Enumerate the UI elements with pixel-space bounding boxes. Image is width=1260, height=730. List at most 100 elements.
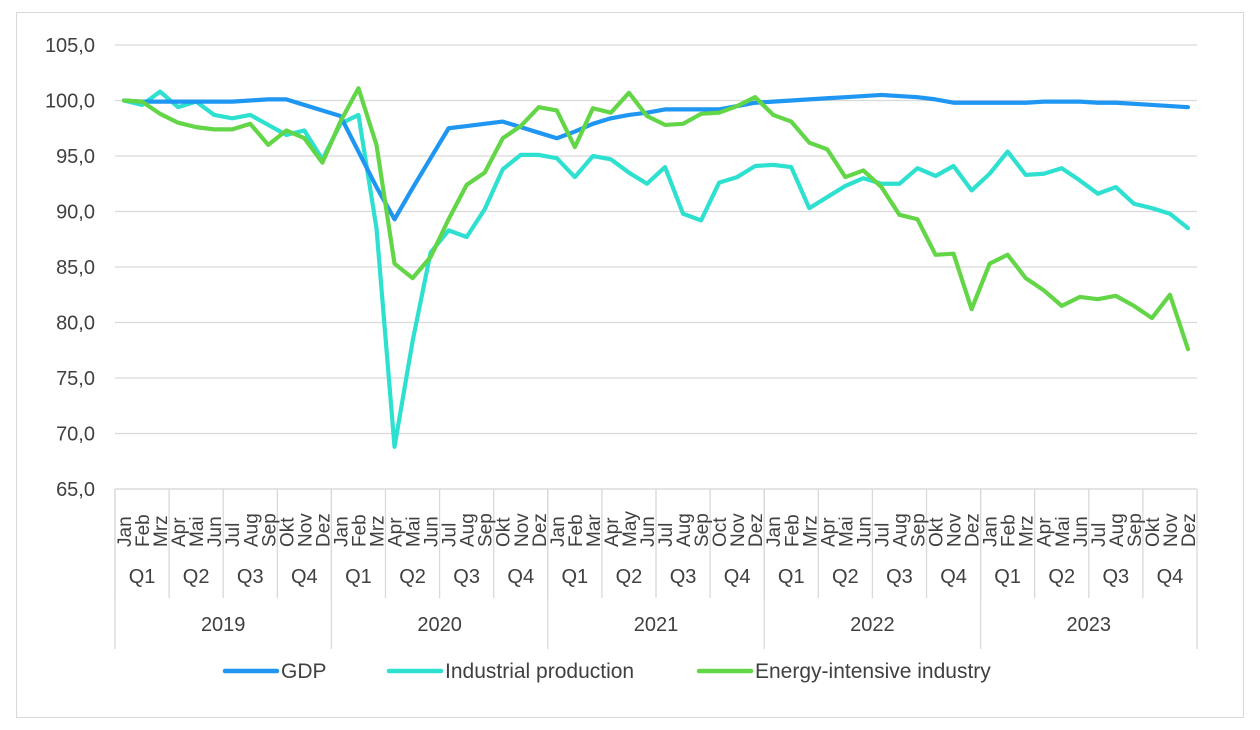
year-label: 2021 bbox=[634, 614, 679, 636]
month-tick-label: Mrz bbox=[151, 515, 172, 547]
month-tick-label: Sep bbox=[476, 513, 497, 547]
month-tick-label: Nov bbox=[1161, 513, 1182, 547]
series-lines bbox=[121, 86, 1191, 449]
month-tick-label: Aug bbox=[458, 513, 479, 547]
legend: GDP Industrial production Energy-intensive… bbox=[222, 660, 991, 683]
gridlines bbox=[115, 44, 1197, 490]
month-tick-label: Feb bbox=[349, 514, 370, 547]
month-tick-label: Jun bbox=[1071, 516, 1092, 547]
year-label: 2020 bbox=[417, 614, 462, 636]
y-tick-label: 75,0 bbox=[56, 368, 95, 390]
month-tick-label: Feb bbox=[566, 514, 587, 547]
quarter-label: Q1 bbox=[994, 566, 1021, 588]
quarter-label: Q3 bbox=[886, 566, 913, 588]
x-axis: Q1 Q2 Q3 Q4JanFebMrzAprMaiJunJulAugSepOktNo… bbox=[114, 488, 1200, 649]
month-tick-label: Nov bbox=[945, 513, 966, 547]
month-tick-label: Feb bbox=[999, 514, 1020, 547]
month-tick-label: Apr bbox=[169, 517, 190, 547]
month-tick-label: Sep bbox=[692, 513, 713, 547]
series-line-industrial-production bbox=[121, 89, 1191, 449]
month-tick-label: Sep bbox=[1125, 513, 1146, 547]
month-tick-label: Nov bbox=[512, 513, 533, 547]
legend-label: Industrial production bbox=[445, 660, 634, 683]
month-tick-label: Jul bbox=[440, 523, 461, 547]
year-label: 2019 bbox=[201, 614, 246, 636]
month-tick-label: Okt bbox=[1143, 517, 1164, 547]
month-tick-label: May bbox=[620, 511, 641, 547]
quarter-label: Q2 bbox=[183, 566, 210, 588]
quarter-label: Q2 bbox=[832, 566, 859, 588]
quarter-label: Q2 bbox=[399, 566, 426, 588]
year-label: 2022 bbox=[850, 614, 895, 636]
legend-label: GDP bbox=[281, 660, 327, 683]
month-tick-label: Feb bbox=[782, 514, 803, 547]
month-tick-label: Oct bbox=[710, 517, 731, 547]
month-tick-label: Dez bbox=[963, 513, 984, 547]
month-tick-label: Okt bbox=[277, 517, 298, 547]
series-line-energy-intensive-industry bbox=[121, 86, 1191, 352]
quarter-label: Q3 bbox=[1103, 566, 1130, 588]
y-tick-label: 85,0 bbox=[56, 257, 95, 279]
quarter-label: Q1 bbox=[129, 566, 156, 588]
quarter-label: Q4 bbox=[291, 566, 318, 588]
y-axis: 65,0 70,0 75,0 80,0 85,0 90,0 95,0 100,0 105,0 bbox=[45, 35, 95, 501]
month-tick-label: Sep bbox=[259, 513, 280, 547]
legend-label: Energy-intensive industry bbox=[755, 660, 991, 683]
month-tick-label: Apr bbox=[1035, 517, 1056, 547]
quarter-label: Q1 bbox=[345, 566, 372, 588]
month-tick-label: Nov bbox=[728, 513, 749, 547]
y-tick-label: 90,0 bbox=[56, 202, 95, 224]
month-tick-label: Jul bbox=[223, 523, 244, 547]
y-tick-label: 100,0 bbox=[45, 91, 95, 113]
month-tick-label: Mrz bbox=[367, 515, 388, 547]
month-tick-label: Jan bbox=[331, 516, 352, 547]
quarter-label: Q4 bbox=[1157, 566, 1184, 588]
y-tick-label: 65,0 bbox=[56, 479, 95, 501]
month-tick-label: Jul bbox=[1089, 523, 1110, 547]
month-tick-label: Nov bbox=[295, 513, 316, 547]
month-tick-label: Apr bbox=[818, 517, 839, 547]
month-tick-label: Dez bbox=[313, 513, 334, 547]
quarter-label: Q4 bbox=[724, 566, 751, 588]
month-tick-label: Jun bbox=[205, 516, 226, 547]
month-tick-label: Apr bbox=[602, 517, 623, 547]
month-tick-label: Feb bbox=[133, 514, 154, 547]
quarter-label: Q1 bbox=[562, 566, 589, 588]
month-tick-label: Sep bbox=[908, 513, 929, 547]
month-tick-label: Jan bbox=[764, 516, 785, 547]
month-tick-label: Mai bbox=[187, 516, 208, 547]
month-tick-label: Mai bbox=[404, 516, 425, 547]
quarter-label: Q2 bbox=[1048, 566, 1075, 588]
quarter-label: Q2 bbox=[616, 566, 643, 588]
month-tick-label: Aug bbox=[674, 513, 695, 547]
month-tick-label: Mrz bbox=[800, 515, 821, 547]
series-line-gdp bbox=[121, 92, 1191, 222]
year-label: 2023 bbox=[1067, 614, 1112, 636]
quarter-label: Q3 bbox=[670, 566, 697, 588]
y-tick-label: 95,0 bbox=[56, 146, 95, 168]
month-tick-label: Jun bbox=[422, 516, 443, 547]
month-tick-label: Jul bbox=[872, 523, 893, 547]
month-tick-label: Aug bbox=[241, 513, 262, 547]
month-tick-label: Mrz bbox=[1017, 515, 1038, 547]
month-tick-label: Apr bbox=[386, 517, 407, 547]
month-tick-label: Dez bbox=[1179, 513, 1200, 547]
month-tick-label: Aug bbox=[890, 513, 911, 547]
month-tick-label: Mai bbox=[836, 516, 857, 547]
month-tick-label: Okt bbox=[494, 517, 515, 547]
month-tick-label: Dez bbox=[530, 513, 551, 547]
y-tick-label: 70,0 bbox=[56, 424, 95, 446]
chart-frame: 65,0 70,0 75,0 80,0 85,0 90,0 95,0 100,0 105,0 Q… bbox=[16, 12, 1244, 718]
month-tick-label: Jan bbox=[548, 516, 569, 547]
quarter-label: Q4 bbox=[940, 566, 967, 588]
month-tick-label: Jan bbox=[981, 516, 1002, 547]
quarter-label: Q3 bbox=[237, 566, 264, 588]
month-tick-label: Mar bbox=[584, 514, 605, 547]
month-tick-label: Mai bbox=[1053, 516, 1074, 547]
quarter-label: Q3 bbox=[453, 566, 480, 588]
month-tick-label: Jul bbox=[656, 523, 677, 547]
month-tick-label: Aug bbox=[1107, 513, 1128, 547]
line-chart: 65,0 70,0 75,0 80,0 85,0 90,0 95,0 100,0 105,0 Q… bbox=[45, 35, 1200, 683]
quarter-label: Q1 bbox=[778, 566, 805, 588]
quarter-label: Q4 bbox=[507, 566, 534, 588]
